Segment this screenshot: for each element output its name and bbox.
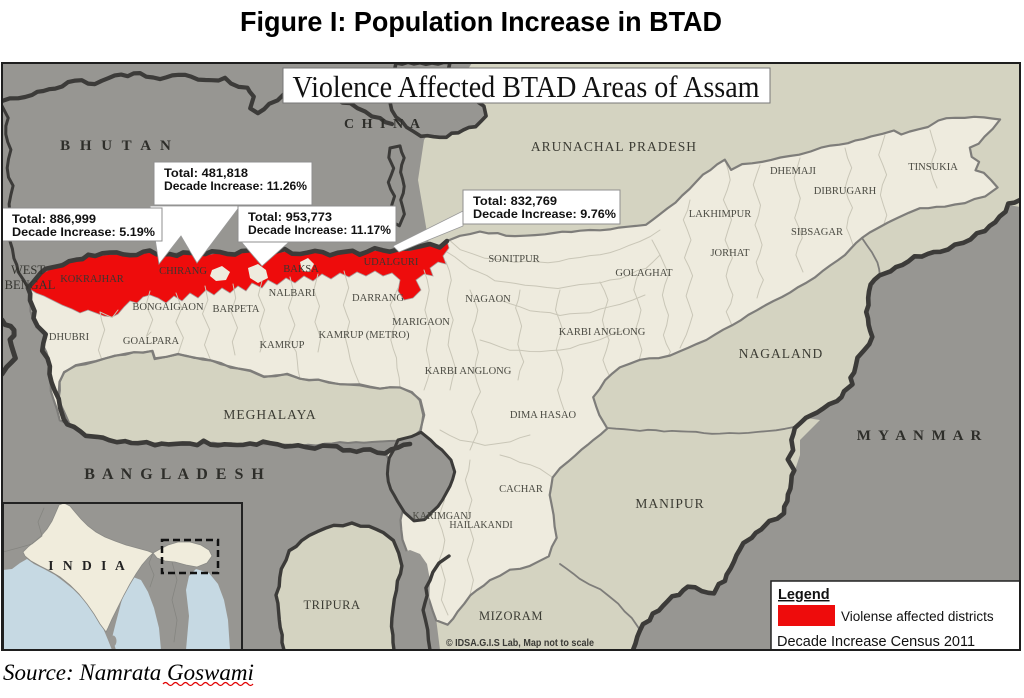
svg-text:BARPETA: BARPETA — [213, 304, 260, 315]
svg-text:Violense affected districts: Violense affected districts — [841, 609, 994, 624]
svg-text:MEGHALAYA: MEGHALAYA — [223, 407, 316, 422]
svg-text:BENGAL: BENGAL — [5, 278, 56, 292]
svg-text:TINSUKIA: TINSUKIA — [908, 162, 958, 173]
svg-text:WEST: WEST — [11, 263, 45, 277]
svg-text:BONGAIGAON: BONGAIGAON — [132, 302, 204, 313]
svg-text:KARIMGANJ: KARIMGANJ — [413, 511, 472, 522]
svg-text:© IDSA.G.I.S Lab, Map not to s: © IDSA.G.I.S Lab, Map not to scale — [446, 637, 594, 649]
svg-text:DHEMAJI: DHEMAJI — [770, 166, 817, 177]
svg-text:Decade Increase: 11.26%: Decade Increase: 11.26% — [164, 181, 307, 193]
svg-text:C H I N A: C H I N A — [344, 117, 422, 132]
svg-text:Decade Increase: 5.19%: Decade Increase: 5.19% — [12, 227, 155, 239]
svg-text:TRIPURA: TRIPURA — [304, 598, 361, 612]
svg-text:Figure I: Population Increase: Figure I: Population Increase in BTAD — [240, 6, 722, 37]
svg-text:Decade Increase: 11.17%: Decade Increase: 11.17% — [248, 225, 391, 237]
svg-text:Total: 481,818: Total: 481,818 — [164, 168, 249, 180]
svg-text:ARUNACHAL PRADESH: ARUNACHAL PRADESH — [531, 139, 697, 154]
svg-text:BAKSA: BAKSA — [283, 264, 319, 275]
svg-text:MIZORAM: MIZORAM — [479, 609, 543, 623]
svg-text:KARBI ANGLONG: KARBI ANGLONG — [425, 366, 512, 377]
svg-text:NAGALAND: NAGALAND — [739, 346, 824, 361]
svg-text:KOKRAJHAR: KOKRAJHAR — [60, 274, 124, 285]
svg-text:MARIGAON: MARIGAON — [392, 317, 450, 328]
svg-text:UDALGURI: UDALGURI — [364, 257, 419, 268]
svg-text:GOLAGHAT: GOLAGHAT — [615, 268, 673, 279]
svg-text:Legend: Legend — [778, 587, 830, 603]
svg-text:DIBRUGARH: DIBRUGARH — [814, 186, 877, 197]
svg-text:DARRANG: DARRANG — [352, 293, 404, 304]
svg-text:GOALPARA: GOALPARA — [123, 336, 180, 347]
svg-text:MANIPUR: MANIPUR — [635, 496, 704, 511]
svg-text:SONITPUR: SONITPUR — [488, 254, 539, 265]
svg-text:Decade Increase Census 2011: Decade Increase Census 2011 — [777, 634, 975, 650]
svg-text:KAMRUP (METRO): KAMRUP (METRO) — [319, 330, 410, 341]
svg-text:JORHAT: JORHAT — [710, 248, 750, 259]
svg-text:KARBI ANGLONG: KARBI ANGLONG — [559, 327, 646, 338]
svg-text:Decade Increase: 9.76%: Decade Increase: 9.76% — [473, 209, 616, 221]
svg-text:CACHAR: CACHAR — [499, 484, 543, 495]
svg-text:Total: 832,769: Total: 832,769 — [473, 196, 557, 208]
svg-text:CHIRANG: CHIRANG — [159, 266, 207, 277]
svg-text:B H U T A N: B H U T A N — [60, 138, 174, 154]
svg-text:HAILAKANDI: HAILAKANDI — [449, 520, 512, 531]
svg-text:DIMA HASAO: DIMA HASAO — [510, 410, 577, 421]
svg-text:NAGAON: NAGAON — [465, 294, 511, 305]
svg-text:Total: 886,999: Total: 886,999 — [12, 214, 96, 226]
svg-text:SIBSAGAR: SIBSAGAR — [791, 227, 843, 238]
svg-text:Source: Namrata Goswami: Source: Namrata Goswami — [3, 660, 254, 685]
svg-text:LAKHIMPUR: LAKHIMPUR — [689, 209, 751, 220]
svg-text:KAMRUP: KAMRUP — [260, 340, 305, 351]
svg-text:Violence Affected BTAD Areas o: Violence Affected BTAD Areas of Assam — [293, 69, 760, 104]
svg-text:NALBARI: NALBARI — [269, 288, 316, 299]
svg-text:Total: 953,773: Total: 953,773 — [248, 212, 332, 224]
svg-text:I N D I A: I N D I A — [48, 558, 128, 573]
svg-text:B A N G L A D E S H: B A N G L A D E S H — [84, 466, 266, 483]
svg-text:M Y A N M A R: M Y A N M A R — [857, 428, 984, 444]
svg-text:DHUBRI: DHUBRI — [49, 332, 90, 343]
